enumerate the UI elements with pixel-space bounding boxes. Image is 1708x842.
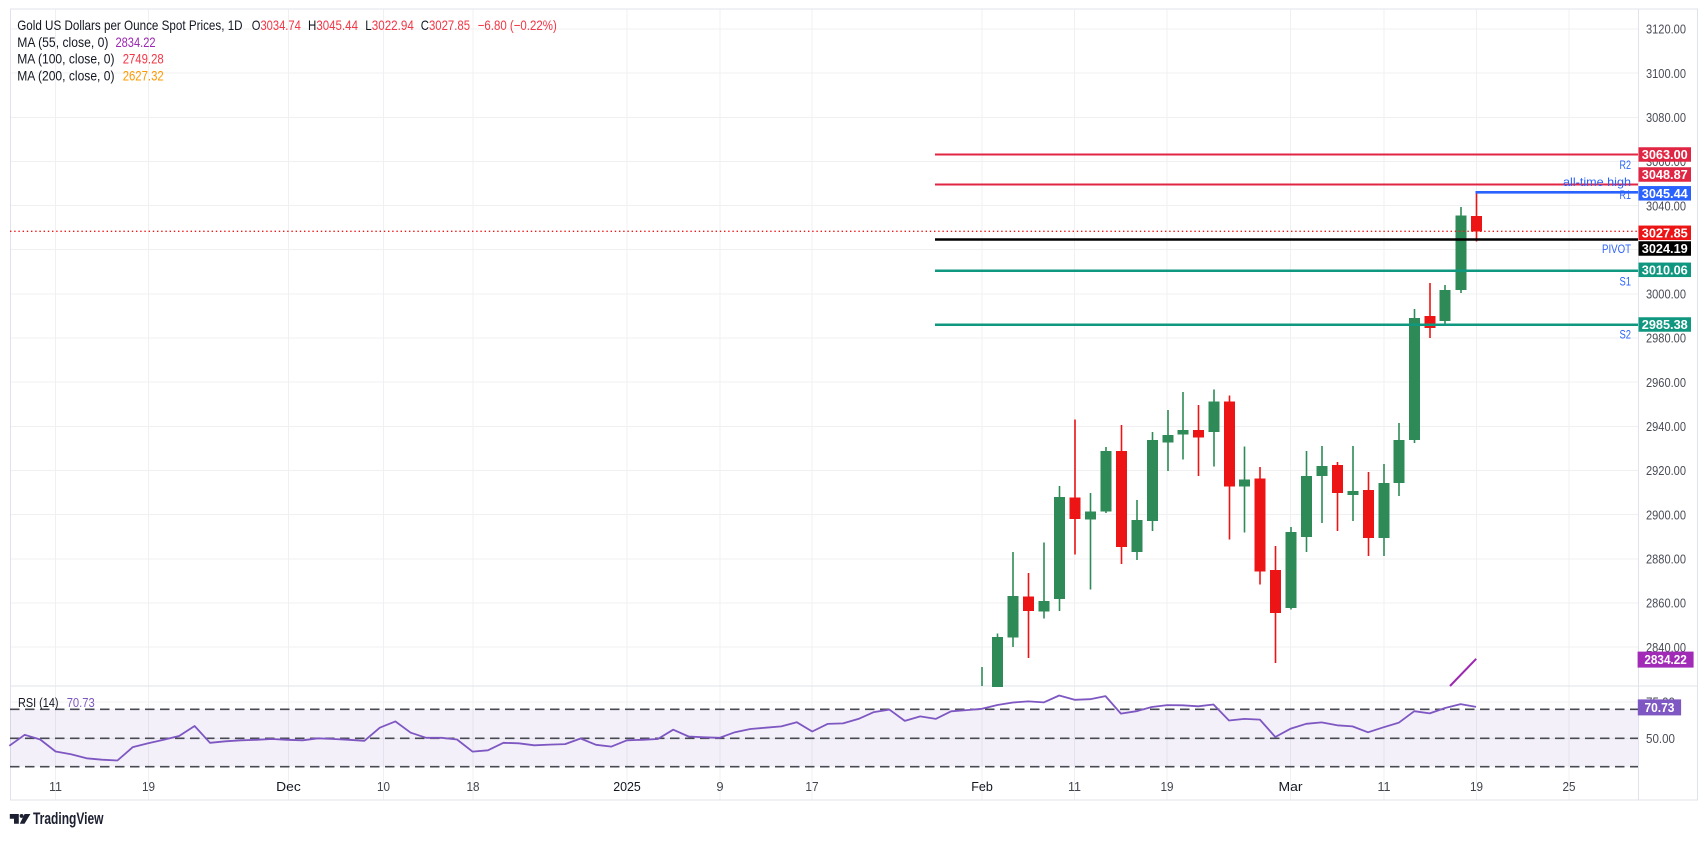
svg-text:70.73: 70.73 (1644, 701, 1674, 715)
svg-text:19: 19 (1470, 779, 1483, 794)
svg-text:9: 9 (716, 779, 723, 794)
svg-text:MA (100, close, 0): MA (100, close, 0) (17, 51, 114, 67)
svg-text:3027.85: 3027.85 (1642, 226, 1688, 240)
svg-text:3040.00: 3040.00 (1646, 198, 1686, 213)
svg-text:S2: S2 (1620, 328, 1632, 342)
svg-text:19: 19 (1161, 779, 1174, 794)
svg-text:25: 25 (1563, 779, 1576, 794)
svg-text:3100.00: 3100.00 (1646, 66, 1686, 81)
svg-text:50.00: 50.00 (1646, 731, 1675, 746)
svg-text:3045.44: 3045.44 (1642, 187, 1688, 201)
svg-text:11: 11 (1068, 779, 1081, 794)
svg-text:all-time high: all-time high (1563, 175, 1631, 189)
svg-text:2834.22: 2834.22 (1644, 653, 1687, 667)
svg-text:2749.28: 2749.28 (123, 51, 164, 67)
svg-text:2834.22: 2834.22 (116, 34, 156, 50)
svg-text:2900.00: 2900.00 (1646, 507, 1686, 522)
svg-text:2940.00: 2940.00 (1646, 419, 1686, 434)
svg-text:RSI (14): RSI (14) (18, 695, 59, 710)
svg-text:PIVOT: PIVOT (1602, 242, 1632, 256)
svg-text:S1: S1 (1620, 275, 1632, 289)
svg-text:3120.00: 3120.00 (1646, 22, 1686, 37)
svg-text:2980.00: 2980.00 (1646, 331, 1686, 346)
svg-text:3010.06: 3010.06 (1642, 263, 1688, 277)
svg-text:Gold US Dollars per Ounce Spot: Gold US Dollars per Ounce Spot Prices, 1… (17, 17, 242, 33)
svg-text:3048.87: 3048.87 (1642, 168, 1688, 182)
svg-text:O3034.74: O3034.74 (252, 17, 301, 33)
svg-text:Mar: Mar (1279, 779, 1304, 794)
svg-text:−6.80 (−0.22%): −6.80 (−0.22%) (478, 17, 557, 33)
svg-text:TradingView: TradingView (33, 810, 104, 828)
svg-text:2025: 2025 (613, 779, 641, 794)
svg-text:Dec: Dec (276, 779, 301, 794)
svg-text:11: 11 (49, 779, 62, 794)
svg-text:Feb: Feb (971, 779, 993, 794)
svg-text:MA (55, close, 0): MA (55, close, 0) (17, 34, 108, 50)
svg-text:R2: R2 (1620, 158, 1632, 172)
svg-text:2985.38: 2985.38 (1642, 318, 1688, 332)
svg-text:R1: R1 (1620, 188, 1632, 202)
svg-text:2840.00: 2840.00 (1646, 640, 1686, 655)
svg-text:17: 17 (805, 779, 818, 794)
svg-text:H3045.44: H3045.44 (308, 17, 358, 33)
svg-text:2960.00: 2960.00 (1646, 375, 1686, 390)
svg-text:C3027.85: C3027.85 (421, 17, 470, 33)
svg-text:2920.00: 2920.00 (1646, 463, 1686, 478)
svg-text:2860.00: 2860.00 (1646, 596, 1686, 611)
svg-text:3024.19: 3024.19 (1642, 242, 1688, 256)
svg-text:3080.00: 3080.00 (1646, 110, 1686, 125)
svg-text:3063.00: 3063.00 (1642, 148, 1688, 162)
svg-text:L3022.94: L3022.94 (365, 17, 414, 33)
svg-text:2880.00: 2880.00 (1646, 552, 1686, 567)
svg-text:2627.32: 2627.32 (123, 68, 164, 84)
svg-text:18: 18 (467, 779, 480, 794)
svg-text:11: 11 (1378, 779, 1391, 794)
svg-text:70.73: 70.73 (67, 695, 95, 710)
svg-text:19: 19 (142, 779, 155, 794)
svg-text:10: 10 (377, 779, 390, 794)
svg-text:3000.00: 3000.00 (1646, 287, 1686, 302)
svg-text:MA (200, close, 0): MA (200, close, 0) (17, 68, 114, 84)
